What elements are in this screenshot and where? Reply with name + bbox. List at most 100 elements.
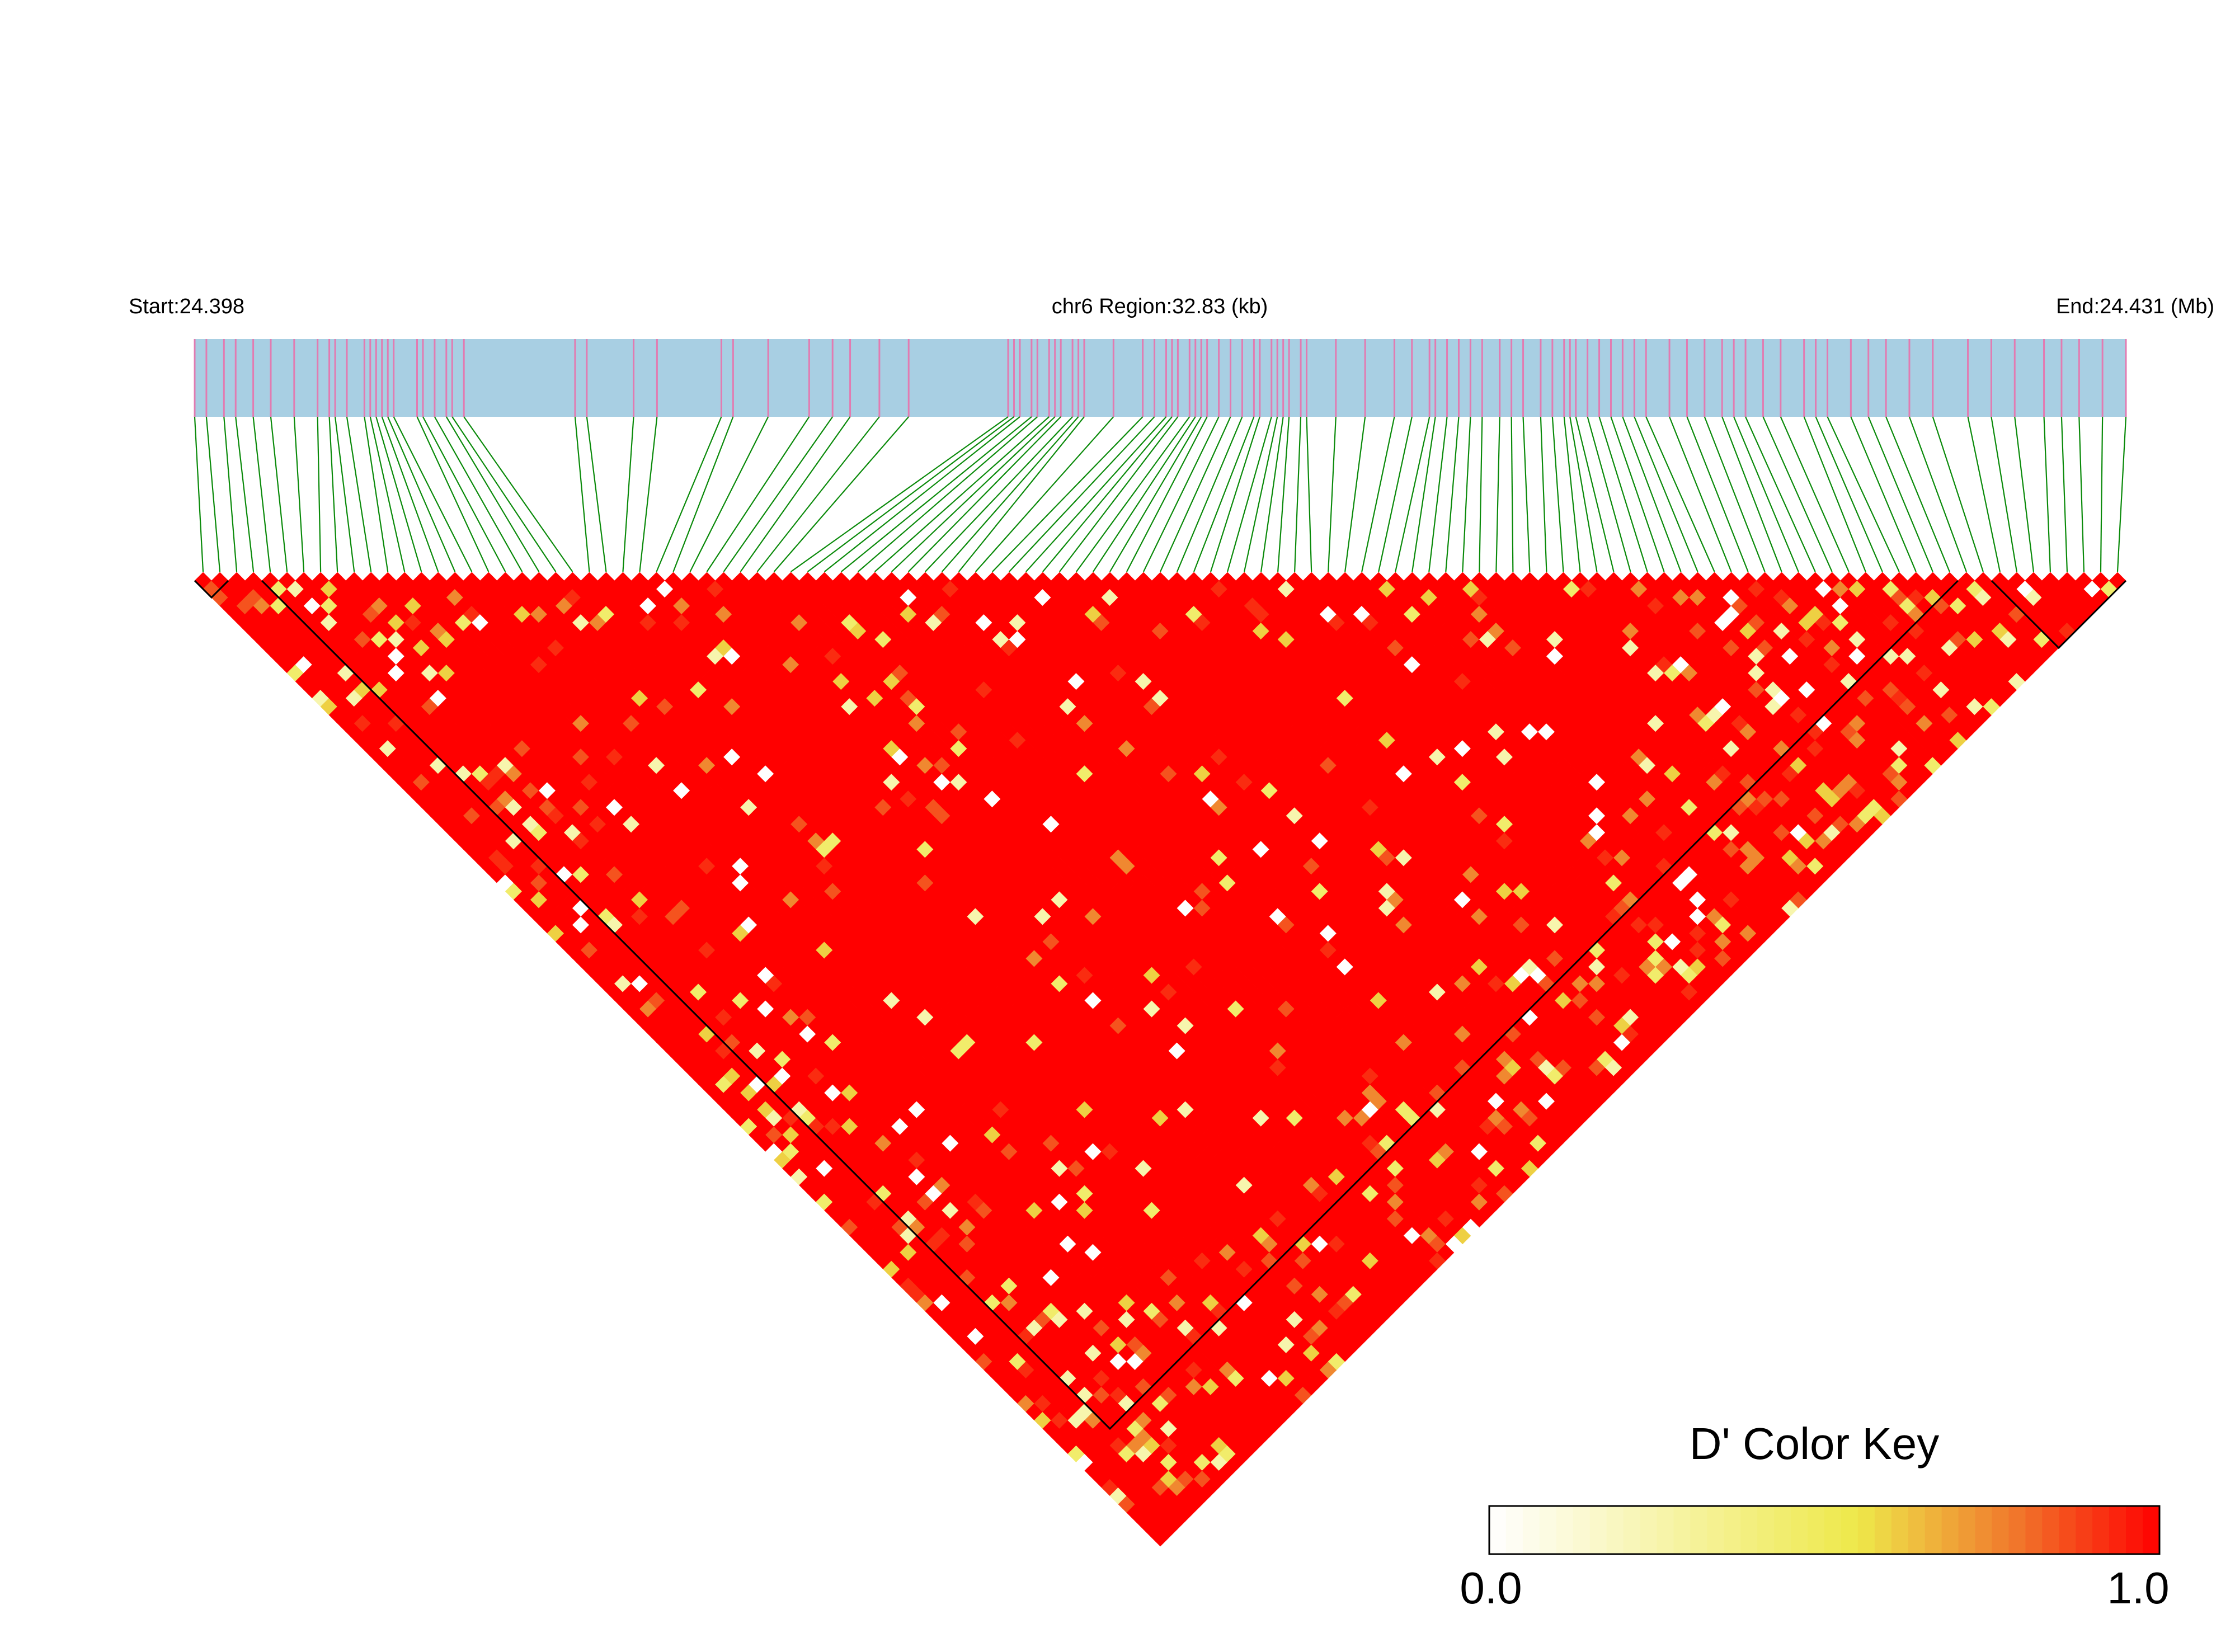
snp-connector [1244, 416, 1278, 572]
snp-connector [1622, 416, 1682, 572]
snp-connector [586, 416, 607, 572]
snp-tick-marks [194, 339, 2127, 417]
snp-connector [223, 416, 238, 572]
snp-connector [1210, 416, 1260, 572]
snp-connector [1575, 416, 1615, 572]
snp-connector [1867, 416, 1933, 572]
snp-connector [1177, 416, 1243, 572]
snp-connector [1780, 416, 1850, 572]
snp-connector [451, 416, 557, 572]
snp-connector [1569, 416, 1598, 572]
snp-connector [1598, 416, 1648, 572]
snp-connector [1479, 416, 1483, 572]
snp-connector [463, 416, 573, 572]
snp-connector [1193, 416, 1255, 572]
snp-connector [252, 416, 271, 572]
snp-connector [1827, 416, 1900, 572]
snp-connector [622, 416, 634, 572]
snp-connector [1495, 416, 1500, 572]
snp-connector [1762, 416, 1833, 572]
snp-connector [1142, 416, 1220, 572]
snp-connector-lines [194, 416, 2127, 572]
snp-connector [1344, 416, 1366, 572]
snp-connector [381, 416, 439, 572]
snp-connector [1294, 416, 1302, 572]
snp-connector [874, 416, 1050, 572]
snp-connector [328, 416, 338, 572]
snp-connector [1563, 416, 1581, 572]
snp-connector [334, 416, 355, 572]
snp-connector [790, 416, 1009, 572]
snp-connector [1932, 416, 1984, 572]
snp-connector [2116, 416, 2127, 572]
region-label: chr6 Region:32.83 (kb) [1052, 295, 1268, 318]
snp-connector [235, 416, 255, 572]
snp-connector [656, 416, 722, 572]
snp-connector [445, 416, 540, 572]
snp-connector [1522, 416, 1531, 572]
snp-connector [723, 416, 834, 572]
snp-connector [1093, 416, 1196, 572]
snp-connector [924, 416, 1073, 572]
snp-connector [574, 416, 590, 572]
snp-connector [1686, 416, 1749, 572]
snp-connector [941, 416, 1079, 572]
snp-connector [1885, 416, 1950, 572]
snp-connector [387, 416, 456, 572]
snp-connector [2078, 416, 2085, 572]
snp-connector [1587, 416, 1631, 572]
snp-connector [689, 416, 769, 572]
snp-connector [369, 416, 406, 572]
snp-connector [1645, 416, 1715, 572]
snp-connector [393, 416, 473, 572]
snp-connector [1803, 416, 1866, 572]
snp-connector [639, 416, 658, 572]
snp-connector [1378, 416, 1413, 572]
snp-connector [740, 416, 851, 572]
snp-connector [1721, 416, 1782, 572]
snp-connector [857, 416, 1038, 572]
snp-connector [807, 416, 1015, 572]
snp-connector [2014, 416, 2034, 572]
snp-connector [317, 416, 322, 572]
snp-connector [364, 416, 389, 572]
snp-connector [1540, 416, 1547, 572]
snp-connector [1059, 416, 1179, 572]
snp-connector [975, 416, 1114, 572]
snp-connector [346, 416, 372, 572]
snp-connector [434, 416, 523, 572]
snp-connector [293, 416, 305, 572]
snp-connector [840, 416, 1032, 572]
snp-connector [1733, 416, 1799, 572]
snp-connector [824, 416, 1020, 572]
snp-connector [1411, 416, 1436, 572]
snp-connector [1361, 416, 1395, 572]
snp-connector [1511, 416, 1514, 572]
snp-connector [1260, 416, 1284, 572]
snp-connector [1428, 416, 1448, 572]
snp-connector [270, 416, 288, 572]
gene-track [195, 339, 2126, 417]
snp-connector [1025, 416, 1167, 572]
snp-connector [992, 416, 1144, 572]
snp-connector [416, 416, 490, 572]
snp-connector [1610, 416, 1665, 572]
snp-connector [1126, 416, 1208, 572]
snp-connector [1908, 416, 1967, 572]
end-label: End:24.431 (Mb) [2056, 295, 2214, 318]
snp-connector [1277, 416, 1290, 572]
snp-connector [1109, 416, 1202, 572]
snp-connector [1009, 416, 1155, 572]
snp-connector [1076, 416, 1191, 572]
snp-connector [958, 416, 1085, 572]
snp-connector [194, 416, 204, 572]
snp-connector [1395, 416, 1431, 572]
snp-connector [773, 416, 910, 572]
snp-connector [2060, 416, 2068, 572]
snp-connector [1328, 416, 1337, 572]
snp-connector [1462, 416, 1471, 572]
snp-connector [205, 416, 221, 572]
snp-connector [1634, 416, 1698, 572]
snp-connector [891, 416, 1056, 572]
snp-connector [1551, 416, 1564, 572]
